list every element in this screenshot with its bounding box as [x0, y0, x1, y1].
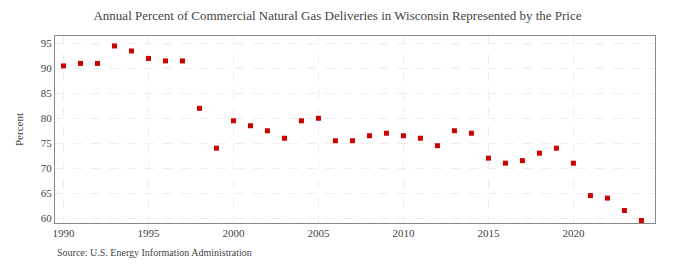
svg-text:2000: 2000 — [222, 227, 245, 239]
svg-text:65: 65 — [41, 187, 53, 199]
svg-text:90: 90 — [41, 62, 53, 74]
svg-text:1990: 1990 — [53, 227, 76, 239]
svg-text:95: 95 — [41, 37, 53, 49]
svg-text:Source: U.S. Energy Informatio: Source: U.S. Energy Information Administ… — [57, 247, 252, 258]
svg-text:2005: 2005 — [307, 227, 330, 239]
svg-text:Annual Percent of Commercial N: Annual Percent of Commercial Natural Gas… — [93, 8, 581, 23]
svg-text:85: 85 — [41, 87, 53, 99]
svg-text:2015: 2015 — [477, 227, 500, 239]
svg-text:Percent: Percent — [13, 113, 25, 146]
svg-text:75: 75 — [41, 137, 53, 149]
svg-text:80: 80 — [41, 112, 53, 124]
svg-text:70: 70 — [41, 162, 53, 174]
svg-text:2020: 2020 — [562, 227, 585, 239]
svg-text:60: 60 — [41, 212, 53, 224]
svg-text:2010: 2010 — [392, 227, 415, 239]
svg-text:1995: 1995 — [137, 227, 160, 239]
